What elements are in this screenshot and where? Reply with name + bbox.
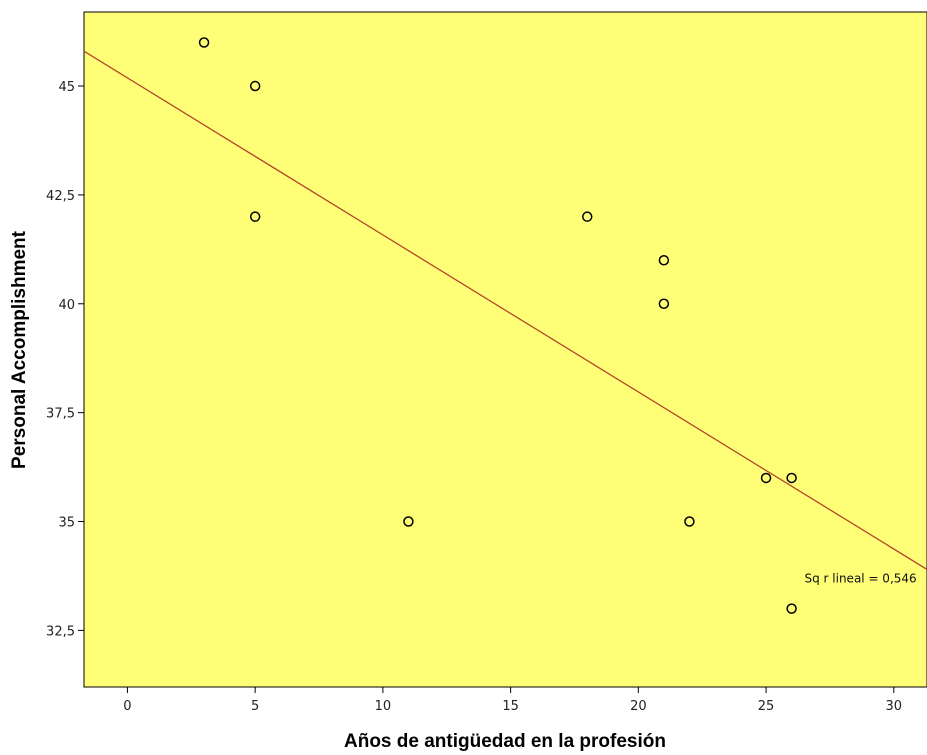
- x-axis-ticks: 0 5 10 15 20 25 30: [123, 687, 902, 714]
- x-tick-label: 0: [123, 699, 131, 714]
- x-tick-label: 25: [758, 699, 775, 714]
- x-tick-label: 5: [251, 699, 259, 714]
- r-squared-annotation: Sq r lineal = 0,546: [804, 571, 916, 585]
- data-point: [198, 37, 210, 48]
- plot-area: [83, 11, 927, 688]
- data-point: [684, 516, 695, 527]
- x-tick-label: 10: [375, 699, 392, 714]
- fit-line: [83, 50, 927, 570]
- data-point: [403, 516, 414, 527]
- y-tick-label: 40: [58, 298, 75, 313]
- y-axis-ticks: 32,5 35 37,5 40 42,5 45: [46, 80, 84, 639]
- x-axis-title: Años de antigüedad en la profesión: [344, 731, 666, 752]
- y-tick-label: 37,5: [46, 407, 75, 422]
- y-axis-title: Personal Accomplishment: [9, 230, 30, 469]
- y-tick-label: 42,5: [46, 189, 75, 204]
- y-tick-label: 32,5: [46, 624, 75, 639]
- x-tick-label: 20: [630, 699, 647, 714]
- y-tick-label: 45: [58, 80, 75, 95]
- data-point: [249, 211, 261, 222]
- y-tick-label: 35: [58, 516, 75, 531]
- data-point: [658, 254, 670, 266]
- data-point: [249, 80, 261, 92]
- data-point: [786, 603, 797, 614]
- data-point: [658, 298, 670, 310]
- x-tick-label: 30: [886, 699, 903, 714]
- data-point: [581, 211, 593, 222]
- data-points: [198, 37, 797, 614]
- x-tick-label: 15: [502, 699, 519, 714]
- data-point: [760, 472, 772, 484]
- data-point: [786, 472, 797, 484]
